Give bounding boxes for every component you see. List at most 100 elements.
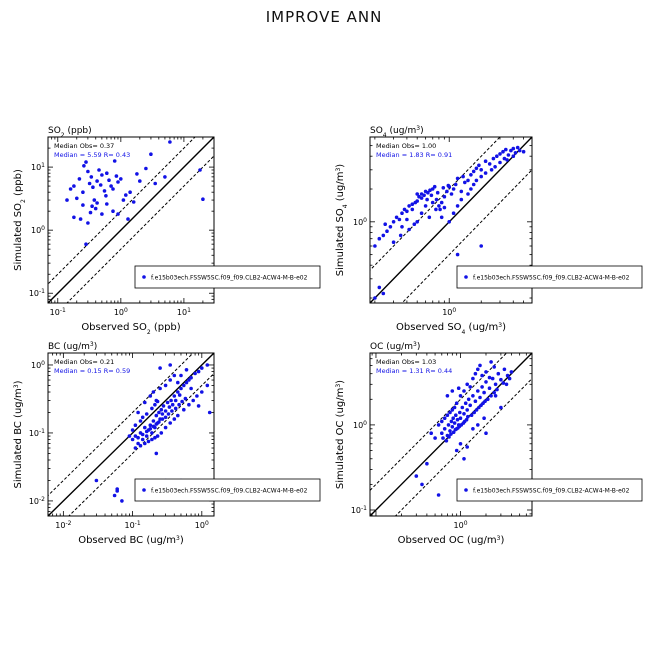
scatter-point [148, 394, 153, 398]
scatter-point [437, 204, 441, 208]
scatter-point [140, 415, 145, 420]
scatter-point [449, 192, 454, 196]
scatter-point [391, 240, 396, 244]
scatter-point [119, 177, 123, 181]
scatter-point [127, 434, 132, 438]
scatter-points [373, 145, 526, 300]
scatter-point [472, 410, 477, 415]
scatter-point [155, 399, 160, 404]
scatter-point [140, 437, 145, 442]
scatter-point [173, 398, 178, 403]
scatter-point [432, 184, 437, 189]
scatter-point [205, 383, 210, 388]
two-to-one-line [48, 353, 194, 497]
y-axis-label: Simulated SO2 (ppb) [13, 169, 27, 271]
scatter-point [407, 204, 411, 208]
y-tick-label: 100 [31, 359, 45, 370]
scatter-point [140, 432, 145, 437]
reference-lines [48, 137, 214, 303]
scatter-point [177, 393, 182, 397]
scatter-point [114, 174, 119, 178]
scatter-point [138, 443, 143, 448]
scatter-point [75, 196, 79, 201]
scatter-point [471, 182, 476, 187]
scatter-point [484, 370, 488, 374]
scatter-point [68, 187, 73, 191]
y-tick-label: 10-1 [351, 504, 367, 515]
scatter-point [105, 171, 109, 175]
scatter-point [81, 190, 85, 194]
y-tick-label: 100 [31, 225, 45, 236]
scatter-point [159, 431, 164, 435]
scatter-point [479, 174, 484, 179]
scatter-point [130, 428, 135, 432]
y-axis-label: Simulated BC (ug/m3) [13, 380, 25, 488]
scatter-point [425, 197, 429, 202]
scatter-point [456, 386, 461, 391]
scatter-point [163, 383, 168, 388]
scatter-point [440, 431, 444, 436]
legend-box [134, 478, 321, 502]
scatter-point [504, 382, 509, 387]
scatter-point [377, 285, 382, 290]
scatter-point [419, 196, 424, 200]
scatter-point [433, 436, 437, 440]
scatter-point [434, 197, 439, 202]
reference-lines [370, 137, 532, 303]
scatter-point [440, 419, 444, 424]
scatter-point [112, 493, 117, 498]
scatter-point [462, 457, 466, 461]
legend-marker [464, 488, 468, 492]
scatter-point [501, 149, 505, 154]
scatter-point [451, 211, 456, 215]
scatter-point [138, 419, 143, 423]
scatter-point [511, 146, 516, 151]
scatter-point [513, 151, 518, 155]
scatter-point [453, 182, 458, 187]
x-axis-label: Observed BC (ug/m3) [78, 535, 184, 547]
scatter-point [107, 178, 111, 182]
scatter-point [483, 399, 487, 404]
scatter-point [493, 394, 498, 398]
scatter-point [441, 186, 446, 190]
scatter-point [498, 160, 502, 165]
scatter-point [89, 175, 94, 179]
scatter-point [104, 194, 108, 198]
scatter-point [388, 225, 393, 229]
scatter-point [84, 242, 88, 246]
scatter-point [462, 389, 466, 393]
scatter-point [493, 165, 497, 169]
scatter-point [442, 416, 447, 421]
scatter-point [189, 375, 193, 380]
scatter-point [126, 217, 130, 221]
scatter-point [136, 435, 140, 440]
scatter-point [465, 382, 470, 387]
reference-lines [48, 353, 214, 516]
scatter-point [454, 413, 458, 418]
scatter-point [92, 198, 97, 202]
legend-box [456, 265, 643, 289]
scatter-point [200, 390, 204, 394]
scatter-point [521, 149, 526, 154]
legend-marker [464, 275, 468, 279]
scatter-point [454, 401, 459, 406]
scatter-point [187, 402, 191, 407]
scatter-point [502, 156, 507, 161]
legend: f.e15b03ech.FSSW5SC.f09_f09.CLB2-ACW4-M-… [456, 478, 643, 502]
scatter-point [373, 296, 377, 300]
scatter-point [98, 183, 103, 187]
scatter-point [438, 207, 442, 212]
scatter-point [377, 236, 382, 241]
x-tick-label: 10-1 [50, 307, 66, 318]
scatter-point [447, 220, 452, 224]
scatter-point [116, 212, 120, 216]
scatter-point [168, 363, 172, 367]
scatter-point [168, 140, 172, 144]
scatter-point [495, 154, 499, 158]
scatter-point [187, 378, 191, 382]
scatter-point [131, 200, 136, 204]
scatter-point [444, 439, 449, 443]
scatter-point [451, 430, 456, 435]
scatter-point [195, 394, 199, 398]
